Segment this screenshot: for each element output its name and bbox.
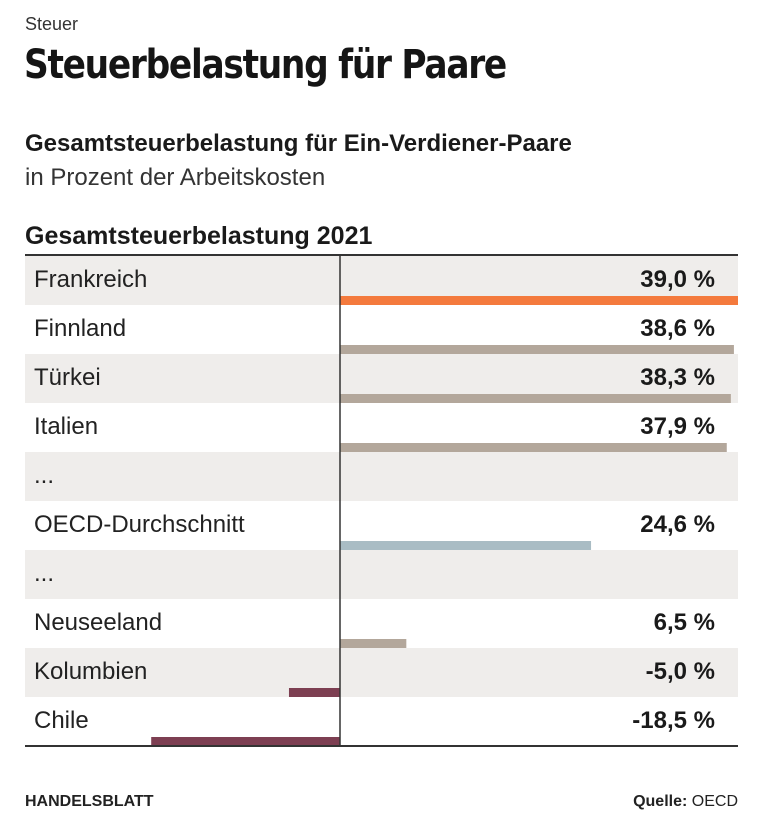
row-label: Neuseeland <box>34 609 162 636</box>
brand-logo-text: HANDELSBLATT <box>25 793 154 810</box>
source-note: Quelle: OECD <box>633 793 738 811</box>
bar <box>340 296 738 305</box>
kicker: Steuer <box>25 14 79 34</box>
row-value: 38,6 % <box>640 315 715 342</box>
row-value: -5,0 % <box>646 658 715 685</box>
row-label: Kolumbien <box>34 658 147 685</box>
bottom-rule <box>25 745 738 747</box>
row-value: -18,5 % <box>632 707 715 734</box>
row-label: Finnland <box>34 315 126 342</box>
row-stripe <box>25 648 738 697</box>
bar <box>340 443 727 452</box>
source-label: Quelle: <box>633 793 688 810</box>
chart-title: Steuerbelastung für Paare <box>24 42 507 88</box>
row-label: Türkei <box>34 364 101 391</box>
bar <box>340 345 734 354</box>
row-label: ... <box>34 462 54 489</box>
column-title: Gesamtsteuerbelastung 2021 <box>25 222 373 250</box>
row-value: 38,3 % <box>640 364 715 391</box>
source-value: OECD <box>691 793 738 810</box>
row-value: 24,6 % <box>640 511 715 538</box>
bar <box>288 688 340 697</box>
chart-subtitle: Gesamtsteuerbelastung für Ein-Verdiener-… <box>25 130 572 157</box>
row-label: Frankreich <box>34 266 147 293</box>
row-value: 6,5 % <box>654 609 715 636</box>
row-label: Italien <box>34 413 98 440</box>
row-stripe <box>25 452 738 501</box>
row-label: Chile <box>34 707 89 734</box>
bar <box>340 541 592 550</box>
bar <box>151 737 340 746</box>
row-label: OECD-Durchschnitt <box>34 511 245 538</box>
row-value: 39,0 % <box>640 266 715 293</box>
unit-note: in Prozent der Arbeitskosten <box>25 164 326 191</box>
row-label: ... <box>34 560 54 587</box>
bar <box>340 394 731 403</box>
top-rule <box>25 254 738 256</box>
row-stripe <box>25 550 738 599</box>
row-value: 37,9 % <box>640 413 715 440</box>
bar <box>340 639 407 648</box>
